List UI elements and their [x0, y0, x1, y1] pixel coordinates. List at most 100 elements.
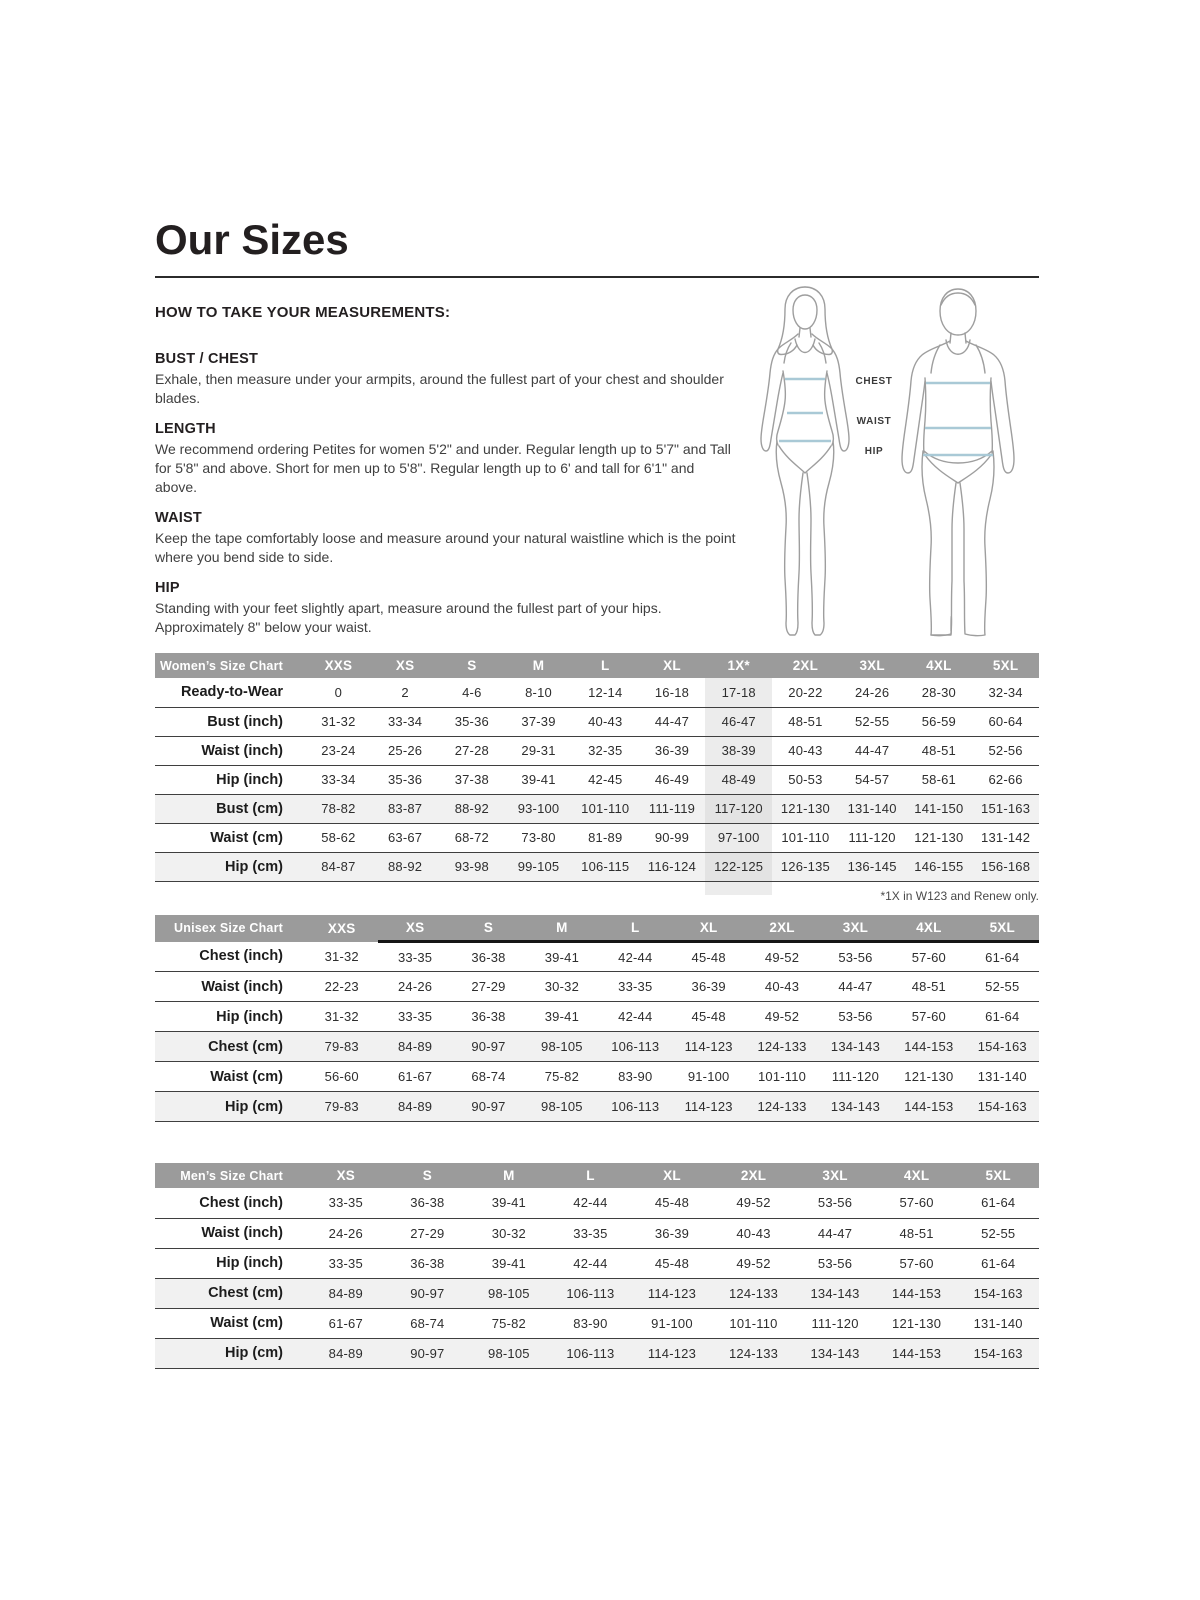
- size-cell: 63-67: [371, 822, 439, 852]
- size-cell: 99-105: [505, 851, 572, 881]
- row-label: Waist (inch): [155, 735, 306, 765]
- size-cell: 56-60: [305, 1061, 379, 1092]
- size-cell: 84-89: [305, 1277, 387, 1308]
- size-cell: 37-38: [438, 764, 506, 794]
- size-cell: 68-72: [438, 822, 506, 852]
- section-bust-chest: BUST / CHEST Exhale, then measure under …: [155, 351, 740, 408]
- column-header: XXS: [305, 653, 372, 678]
- column-header: L: [598, 915, 672, 943]
- table-title: Men’s Size Chart: [155, 1163, 305, 1188]
- table-row: Chest (cm) 79-83 84-89 90-97 98-105 106-113 11…: [155, 1031, 1039, 1062]
- size-cell: 154-163: [957, 1337, 1039, 1368]
- chest-figure-label: CHEST: [856, 376, 893, 387]
- row-label: Waist (cm): [155, 822, 306, 852]
- table-row: Waist (inch) 24-26 27-29 30-32 33-35 36-39 40-…: [155, 1217, 1039, 1248]
- size-cell: 33-35: [397, 949, 433, 965]
- size-cell: 84-89: [378, 1031, 452, 1062]
- size-cell: 33-35: [378, 1001, 452, 1032]
- size-cell: 106-113: [598, 1091, 672, 1122]
- row-label: Hip (inch): [155, 1001, 306, 1032]
- table-row: Hip (cm) 84-89 90-97 98-105 106-113 114-123 12…: [155, 1337, 1039, 1368]
- size-cell: 56-59: [905, 706, 973, 736]
- column-header: XS: [305, 1163, 387, 1188]
- table-title: Unisex Size Chart: [155, 915, 306, 942]
- row-label: Chest (cm): [155, 1277, 305, 1308]
- size-cell: 83-90: [549, 1307, 632, 1338]
- column-header: XL: [638, 653, 706, 678]
- size-cell: 45-48: [654, 1195, 690, 1211]
- size-table: Men’s Size Chart XS S M L XL 2XL 3XL 4XL 5XL Chest…: [155, 1163, 1039, 1369]
- size-cell: 24-26: [855, 684, 890, 700]
- size-cell: 39-41: [468, 1247, 550, 1278]
- size-cell: 124-133: [712, 1277, 795, 1308]
- unisex-size-chart: Unisex Size Chart XXS XS S M L XL 2XL 3XL 4XL 5XL C…: [155, 915, 1039, 1122]
- size-cell: 136-145: [838, 851, 906, 881]
- size-cell: 106-113: [598, 1031, 672, 1062]
- header-row: Men’s Size Chart XS S M L XL 2XL 3XL 4XL 5XL: [155, 1163, 1039, 1188]
- section-heading: LENGTH: [155, 421, 216, 437]
- size-cell: 48-51: [875, 1217, 958, 1248]
- size-cell: 90-97: [386, 1277, 469, 1308]
- row-label: Chest (inch): [199, 948, 284, 965]
- size-cell: 101-110: [712, 1307, 795, 1338]
- size-cell: 16-18: [654, 684, 690, 700]
- size-cell: 50-53: [772, 764, 839, 794]
- size-cell: 0: [334, 684, 343, 700]
- column-header: XXS: [305, 915, 379, 942]
- size-cell: 44-47: [794, 1217, 876, 1248]
- size-cell: 57-60: [911, 949, 946, 965]
- size-cell: 134-143: [818, 1031, 893, 1062]
- size-cell: 44-47: [638, 706, 706, 736]
- row-label: Bust (inch): [155, 706, 306, 736]
- size-cell: 144-153: [875, 1337, 958, 1368]
- size-cell: 91-100: [671, 1061, 746, 1092]
- size-cell: 53-56: [817, 1195, 853, 1211]
- size-cell: 40-43: [745, 971, 819, 1002]
- size-cell: 48-51: [892, 971, 966, 1002]
- size-cell: 33-35: [549, 1217, 632, 1248]
- size-cell: 124-133: [745, 1091, 819, 1122]
- size-cell: 38-39: [705, 735, 773, 765]
- column-header: 4XL: [875, 1163, 958, 1188]
- table-row: Waist (cm) 56-60 61-67 68-74 75-82 83-90 91-10…: [155, 1061, 1039, 1092]
- size-cell: 61-64: [981, 1195, 1016, 1211]
- table-row: Ready-to-Wear 0 2 4-6 8-10 12-14 16-18 17-18 20-…: [155, 678, 1039, 707]
- size-cell: 131-142: [972, 822, 1039, 852]
- size-cell: 90-97: [451, 1031, 526, 1062]
- size-cell: 134-143: [794, 1277, 876, 1308]
- size-cell: 46-47: [705, 706, 773, 736]
- table-title: Women’s Size Chart: [155, 653, 306, 678]
- size-cell: 40-43: [571, 706, 639, 736]
- size-cell: 46-49: [638, 764, 706, 794]
- table-row: Hip (cm) 84-87 88-92 93-98 99-105 106-115 116-…: [155, 851, 1039, 881]
- size-cell: 114-123: [671, 1091, 746, 1122]
- size-cell: 36-39: [638, 735, 706, 765]
- size-cell: 134-143: [794, 1337, 876, 1368]
- table-row: Bust (inch) 31-32 33-34 35-36 37-39 40-43 44-4…: [155, 706, 1039, 736]
- size-cell: 84-89: [378, 1091, 452, 1122]
- size-cell: 42-44: [549, 1247, 632, 1278]
- size-cell: 58-62: [305, 822, 372, 852]
- size-cell: 53-56: [794, 1247, 876, 1278]
- size-cell: 31-32: [305, 1001, 379, 1032]
- size-cell: 61-64: [957, 1247, 1039, 1278]
- highlight-extension: [705, 881, 773, 895]
- size-cell: 39-41: [525, 1001, 599, 1032]
- size-cell: 151-163: [972, 793, 1039, 823]
- size-cell: 53-56: [838, 949, 873, 965]
- size-cell: 42-44: [598, 1001, 672, 1032]
- size-cell: 156-168: [972, 851, 1039, 881]
- size-cell: 25-26: [371, 735, 439, 765]
- size-cell: 48-51: [905, 735, 973, 765]
- woman-measure-lines: [779, 377, 831, 443]
- size-table: Unisex Size Chart XXS XS S M L XL 2XL 3XL 4XL 5XL C…: [155, 915, 1039, 1122]
- size-cell: 126-135: [772, 851, 839, 881]
- size-cell: 30-32: [525, 971, 599, 1002]
- womens-size-chart: Women’s Size Chart XXS XS S M L XL 1X* 2XL 3XL 4XL…: [155, 653, 1039, 895]
- size-cell: 111-119: [638, 793, 706, 823]
- size-cell: 4-6: [462, 684, 482, 700]
- column-header: 2XL: [745, 915, 819, 943]
- size-cell: 39-41: [544, 949, 579, 965]
- size-cell: 31-32: [305, 706, 372, 736]
- size-cell: 124-133: [712, 1337, 795, 1368]
